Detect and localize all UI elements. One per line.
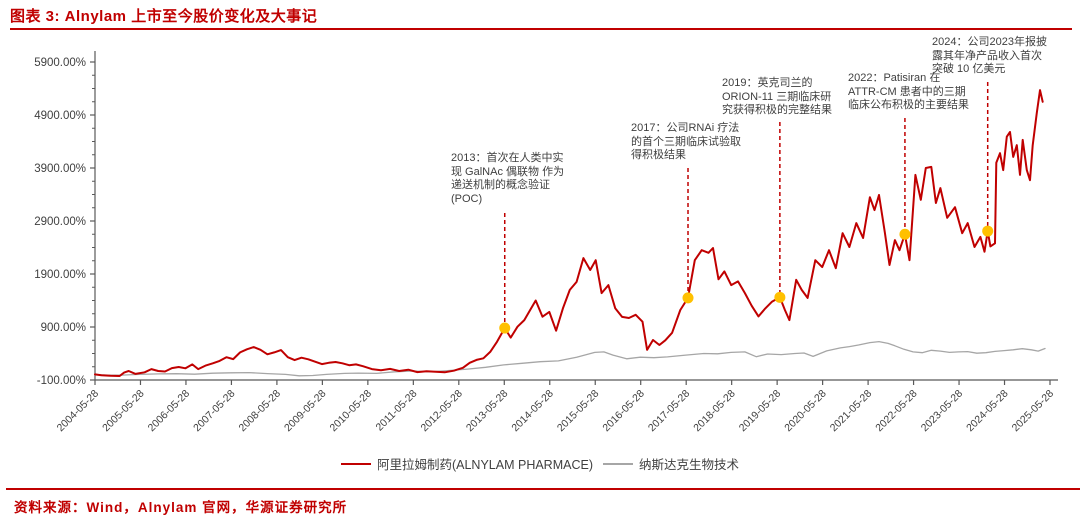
- event-marker-dot-2022: [899, 228, 911, 240]
- footer-rule: [6, 488, 1080, 490]
- x-tick-label: 2020-05-28: [782, 388, 829, 435]
- event-annotation-2013: 2013：首次在人类中实 现 GalNAc 偶联物 作为 递送机制的概念验证 (…: [451, 152, 565, 205]
- x-tick-label: 2012-05-28: [418, 388, 465, 435]
- event-annotation-2024: 2024：公司2023年报披 露其年净产品收入首次 突破 10 亿美元: [932, 36, 1047, 75]
- event-annotation-2022: 2022：Patisiran 在 ATTR-CM 患者中的三期 临床公布积极的主…: [848, 72, 969, 111]
- x-tick-label: 2025-05-28: [1010, 388, 1057, 435]
- event-marker-dot-2013: [499, 322, 511, 334]
- x-tick-label: 2016-05-28: [600, 388, 647, 435]
- price-line-nasdaq-biotech: [94, 340, 1046, 377]
- x-tick-label: 2007-05-28: [191, 388, 238, 435]
- y-tick-label: 2900.00%: [34, 216, 86, 228]
- legend-item-nasdaq-biotech: 纳斯达克生物技术: [602, 454, 739, 473]
- alnylam-line-swatch: [340, 462, 371, 465]
- y-tick-label: 3900.00%: [34, 163, 86, 175]
- x-tick-label: 2015-05-28: [555, 388, 602, 435]
- stock-price-chart: 5900.00% 4900.00% 3900.00% 2900.00% 1900.00%…: [34, 51, 1058, 435]
- x-tick-label: 2023-05-28: [919, 388, 966, 435]
- y-tick-label: 1900.00%: [34, 269, 86, 281]
- x-tick-label: 2019-05-28: [737, 388, 784, 435]
- y-tick-label: -100.00%: [37, 375, 86, 387]
- figure-title: 图表 3: Alnylam 上市至今股价变化及大事记: [10, 8, 318, 25]
- x-tick-label: 2005-05-28: [100, 388, 147, 435]
- y-tick-label: 900.00%: [41, 322, 86, 334]
- price-line-alnylam: [94, 89, 1044, 377]
- x-tick-label: 2004-05-28: [55, 388, 102, 435]
- x-tick-label: 2021-05-28: [828, 388, 875, 435]
- legend-label-nasdaq-biotech: 纳斯达克生物技术: [638, 458, 739, 472]
- legend-item-alnylam: 阿里拉姆制药(ALNYLAM PHARMACE): [340, 454, 593, 473]
- nasdaq-line-swatch: [602, 462, 633, 465]
- x-tick-label: 2009-05-28: [282, 388, 329, 435]
- x-tick-label: 2024-05-28: [964, 388, 1011, 435]
- x-tick-label: 2014-05-28: [509, 388, 556, 435]
- chart-legend: 阿里拉姆制药(ALNYLAM PHARMACE) 纳斯达克生物技术: [0, 454, 1080, 473]
- x-tick-label: 2006-05-28: [146, 388, 193, 435]
- x-tick-label: 2011-05-28: [374, 388, 420, 434]
- title-underline: [10, 28, 1072, 30]
- x-tick-label: 2010-05-28: [328, 388, 375, 435]
- y-tick-label: 4900.00%: [34, 110, 86, 122]
- y-tick-label: 5900.00%: [34, 57, 86, 69]
- x-tick-label: 2013-05-28: [464, 388, 511, 435]
- event-annotation-2019: 2019：英克司兰的 ORION-11 三期临床研 究获得积极的完整结果: [722, 77, 832, 116]
- x-tick-label: 2008-05-28: [237, 388, 284, 435]
- legend-label-alnylam: 阿里拉姆制药(ALNYLAM PHARMACE): [376, 458, 593, 472]
- event-marker-dot-2019: [774, 291, 786, 303]
- event-marker-dot-2017: [682, 292, 694, 304]
- event-annotation-2017: 2017：公司RNAi 疗法 的首个三期临床试验取 得积极结果: [631, 122, 741, 161]
- x-tick-label: 2017-05-28: [646, 388, 693, 435]
- event-marker-dot-2024: [982, 225, 994, 237]
- data-source-note: 资料来源：Wind，Alnylam 官网，华源证券研究所: [14, 500, 348, 515]
- x-tick-label: 2022-05-28: [873, 388, 920, 435]
- x-tick-label: 2018-05-28: [691, 388, 738, 435]
